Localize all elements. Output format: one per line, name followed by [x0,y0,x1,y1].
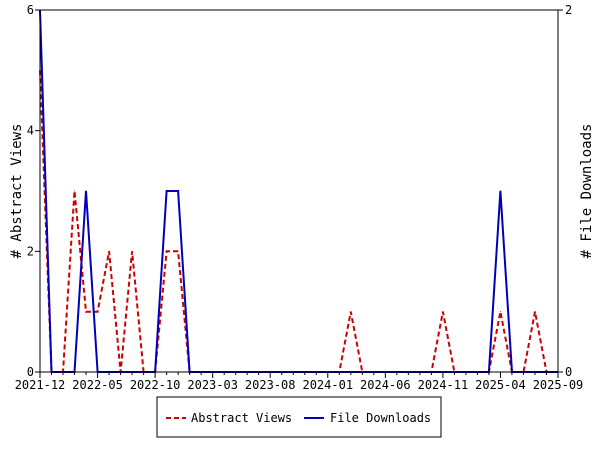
data-point [166,190,168,192]
legend-label-abstract-views: Abstract Views [191,411,292,425]
x-tick-label: 2024-11 [418,378,469,392]
data-point [534,311,536,313]
plot-frame [39,9,559,373]
data-point [177,250,179,252]
data-point [97,311,99,313]
x-tick-label: 2021-12 [15,378,66,392]
data-point [131,250,133,252]
data-point [74,190,76,192]
x-tick-label: 2025-04 [475,378,526,392]
x-tick-label: 2023-03 [187,378,238,392]
data-point [350,311,352,313]
y2-tick-label: 2 [565,3,572,17]
y-axis-label: # Abstract Views [9,124,25,259]
data-point [85,190,87,192]
data-point [499,190,501,192]
series-line-abstract-views [39,70,548,373]
legend: Abstract Views File Downloads [156,396,442,438]
series-line-file-downloads [39,9,558,373]
legend-label-file-downloads: File Downloads [330,411,431,425]
data-point [442,311,444,313]
data-point [166,250,168,252]
y-tick-label: 0 [27,365,34,379]
data-point [108,250,110,252]
data-point [499,311,501,313]
x-tick-label: 2025-09 [533,378,584,392]
legend-box [156,396,442,438]
y-tick-label: 4 [27,124,34,138]
data-point [85,311,87,313]
y2-tick-label: 0 [565,365,572,379]
x-tick-label: 2024-01 [302,378,353,392]
y2-axis-label: # File Downloads [579,124,595,259]
y-tick-label: 6 [27,3,34,17]
y-tick-label: 2 [27,244,34,258]
x-tick-label: 2022-05 [72,378,123,392]
data-point [177,190,179,192]
x-tick-label: 2023-08 [245,378,296,392]
x-tick-label: 2024-06 [360,378,411,392]
x-tick-label: 2022-10 [130,378,181,392]
